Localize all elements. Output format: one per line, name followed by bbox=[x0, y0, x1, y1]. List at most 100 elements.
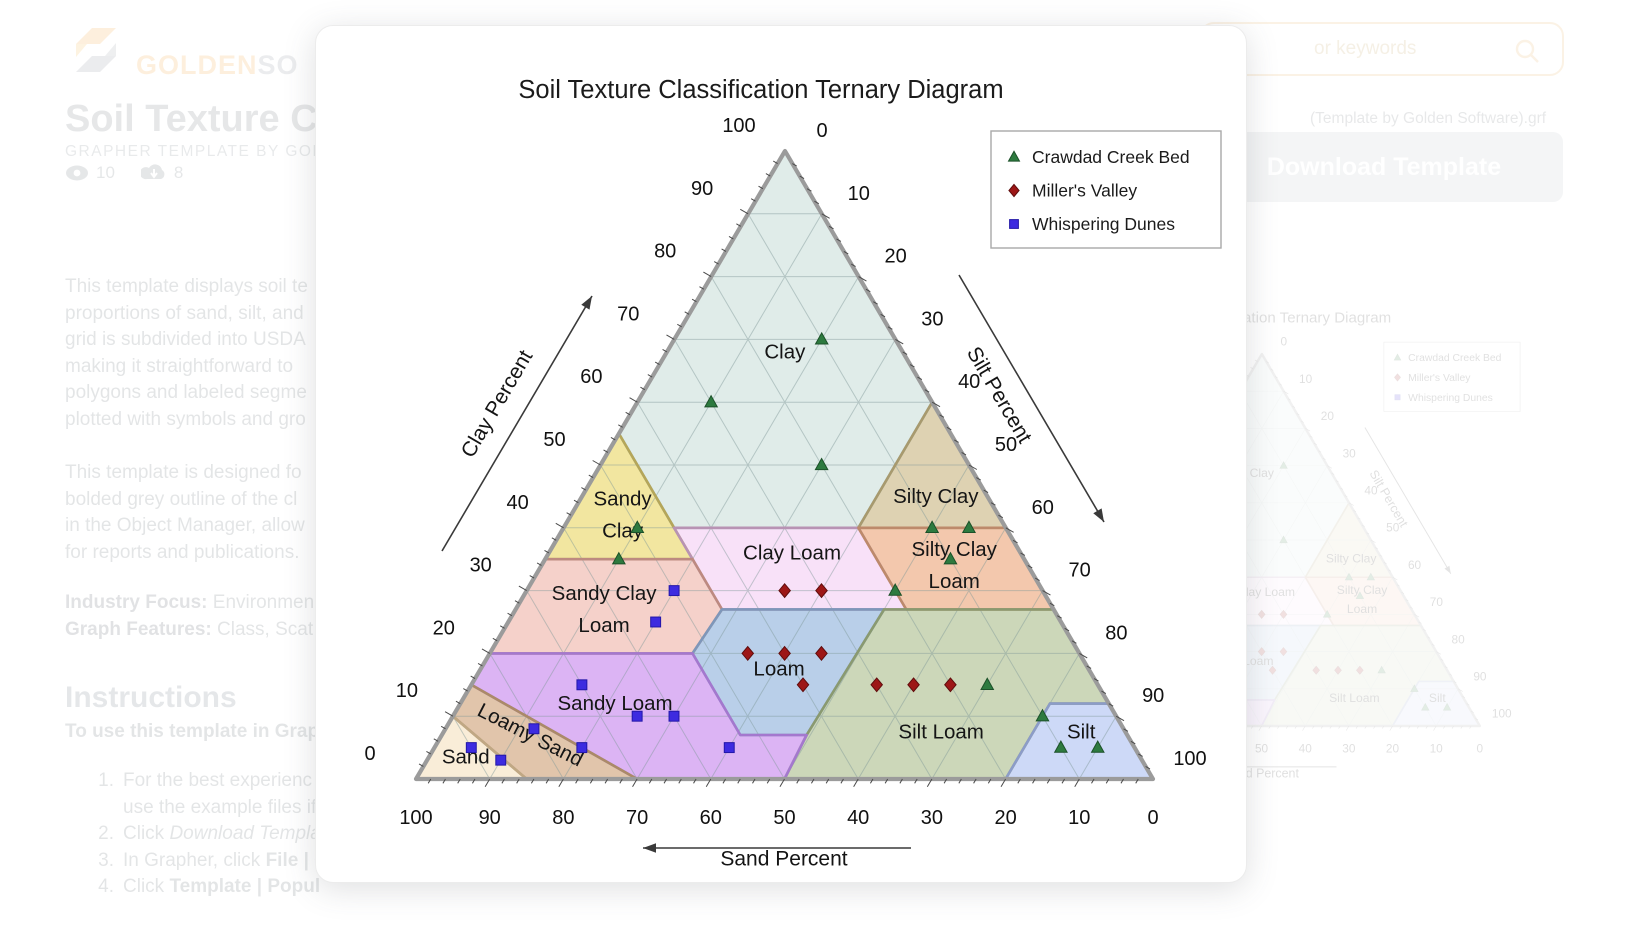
page-subtitle: GRAPHER TEMPLATE BY GOLD bbox=[65, 143, 336, 160]
series-crawdad-creek-bed bbox=[611, 331, 1105, 753]
step-number: 2. bbox=[98, 823, 114, 844]
svg-text:20: 20 bbox=[433, 617, 455, 639]
svg-text:30: 30 bbox=[921, 308, 943, 330]
instruction-step: 1. For the best experienc bbox=[90, 770, 312, 792]
svg-text:Loam: Loam bbox=[1243, 654, 1273, 668]
instructions-intro: To use this template in Grap bbox=[65, 721, 320, 742]
svg-text:80: 80 bbox=[1452, 632, 1466, 646]
description-line: This template is designed fo bbox=[65, 462, 302, 483]
legend-label: Miller's Valley bbox=[1408, 373, 1471, 384]
svg-text:Silty Clay: Silty Clay bbox=[911, 538, 997, 561]
legend-label: Crawdad Creek Bed bbox=[1032, 147, 1190, 167]
svg-text:Clay: Clay bbox=[602, 520, 644, 543]
description-line: plotted with symbols and gro bbox=[65, 408, 306, 430]
views-count: 10 bbox=[96, 163, 115, 182]
page-title: Soil Texture Cla bbox=[65, 98, 350, 140]
legend: Crawdad Creek Bed Miller's Valley Whisperi… bbox=[990, 130, 1222, 249]
svg-text:10: 10 bbox=[1068, 807, 1090, 829]
svg-text:20: 20 bbox=[994, 807, 1016, 829]
svg-text:40: 40 bbox=[847, 807, 869, 829]
description-line: proportions of sand, silt, and bbox=[65, 302, 304, 324]
svg-text:80: 80 bbox=[654, 241, 676, 263]
brand-logo-text: GOLDENSO bbox=[136, 50, 299, 81]
region-silt-loam bbox=[784, 609, 1109, 779]
svg-text:30: 30 bbox=[1342, 742, 1356, 756]
svg-text:Loam: Loam bbox=[753, 658, 804, 681]
svg-text:70: 70 bbox=[626, 807, 648, 829]
views-eye-icon bbox=[66, 165, 88, 181]
svg-text:50: 50 bbox=[995, 434, 1017, 456]
svg-text:0: 0 bbox=[1477, 742, 1484, 756]
preview-modal[interactable]: 0 10 20 30 40 50 60 70 80 90 100 0 10 20 30 40 50 60 70 80 9… bbox=[315, 25, 1247, 883]
region-fills bbox=[416, 151, 1153, 779]
axis-ticks bbox=[418, 160, 1151, 788]
region-loam bbox=[692, 609, 885, 735]
svg-text:Silty Clay: Silty Clay bbox=[893, 485, 979, 508]
svg-text:20: 20 bbox=[1321, 409, 1335, 423]
svg-text:Silty Clay: Silty Clay bbox=[1337, 583, 1388, 597]
svg-text:50: 50 bbox=[1255, 742, 1269, 756]
download-template-button[interactable]: Download Template bbox=[1205, 132, 1563, 202]
svg-text:10: 10 bbox=[1299, 372, 1313, 386]
legend: Crawdad Creek Bed Miller's Valley Whisperi… bbox=[1383, 341, 1521, 412]
chart-title: Soil Texture Classification Ternary Diag… bbox=[518, 76, 1003, 104]
instruction-step: 2. Click Download Templa bbox=[90, 823, 321, 845]
svg-text:Clay Loam: Clay Loam bbox=[743, 541, 841, 564]
description-line: for reports and publications. bbox=[65, 541, 300, 563]
svg-text:Sandy: Sandy bbox=[593, 488, 652, 511]
svg-text:50: 50 bbox=[773, 807, 795, 829]
svg-text:30: 30 bbox=[1343, 446, 1357, 460]
svg-text:80: 80 bbox=[1105, 622, 1127, 644]
brand-golden: GOLDEN bbox=[136, 50, 258, 80]
description-line: grid is subdivided into USDA bbox=[65, 329, 306, 350]
description-line: bolded grey outline of the cl bbox=[65, 488, 298, 510]
step-number: 4. bbox=[98, 876, 114, 897]
svg-text:100: 100 bbox=[722, 115, 755, 137]
svg-text:Silt: Silt bbox=[1067, 720, 1096, 743]
clay-axis-title: Clay Percent bbox=[457, 346, 538, 461]
svg-text:Silt Loam: Silt Loam bbox=[898, 720, 983, 743]
svg-text:80: 80 bbox=[552, 807, 574, 829]
svg-text:Loam: Loam bbox=[578, 614, 629, 637]
legend-label: Whispering Dunes bbox=[1408, 393, 1493, 404]
description-line: polygons and labeled segme bbox=[65, 382, 307, 403]
svg-text:90: 90 bbox=[1142, 685, 1164, 707]
svg-text:Clay: Clay bbox=[764, 340, 806, 363]
svg-text:Sandy Clay: Sandy Clay bbox=[552, 582, 658, 605]
svg-text:90: 90 bbox=[691, 178, 713, 200]
svg-text:Clay Loam: Clay Loam bbox=[1237, 585, 1295, 599]
svg-text:Loam: Loam bbox=[929, 570, 980, 593]
svg-text:10: 10 bbox=[848, 183, 870, 205]
svg-text:Silty Clay: Silty Clay bbox=[1326, 552, 1377, 566]
region-silt bbox=[1005, 703, 1153, 779]
svg-text:20: 20 bbox=[884, 246, 906, 268]
industry-focus-label: Industry Focus: bbox=[65, 592, 208, 613]
region-sandy-clay-loam bbox=[489, 559, 722, 654]
svg-text:90: 90 bbox=[479, 807, 501, 829]
svg-text:100: 100 bbox=[1492, 707, 1512, 721]
industry-focus-value: Environmen bbox=[207, 592, 315, 613]
step-number: 1. bbox=[98, 770, 114, 791]
svg-text:40: 40 bbox=[1364, 484, 1378, 498]
svg-text:40: 40 bbox=[958, 371, 980, 393]
svg-text:100: 100 bbox=[1173, 748, 1206, 770]
svg-text:30: 30 bbox=[470, 555, 492, 577]
search-input[interactable] bbox=[1202, 24, 1562, 74]
region-silty-clay-loam bbox=[858, 527, 1054, 610]
template-file-caption: (Template by Golden Software).grf bbox=[1310, 110, 1547, 127]
legend-label: Whispering Dunes bbox=[1032, 214, 1175, 234]
step-number: 3. bbox=[98, 849, 114, 871]
downloads-cloud-icon bbox=[139, 164, 165, 180]
svg-text:0: 0 bbox=[1147, 807, 1158, 829]
svg-text:60: 60 bbox=[1408, 558, 1422, 572]
legend-label: Crawdad Creek Bed bbox=[1408, 353, 1502, 364]
series-miller-s-valley bbox=[741, 583, 957, 693]
svg-text:70: 70 bbox=[617, 303, 639, 325]
search-box bbox=[1200, 22, 1564, 76]
region-silt bbox=[1392, 681, 1480, 726]
stats-row: 10 8 bbox=[65, 163, 183, 183]
instruction-step-wrap: use the example files if bbox=[123, 796, 317, 818]
